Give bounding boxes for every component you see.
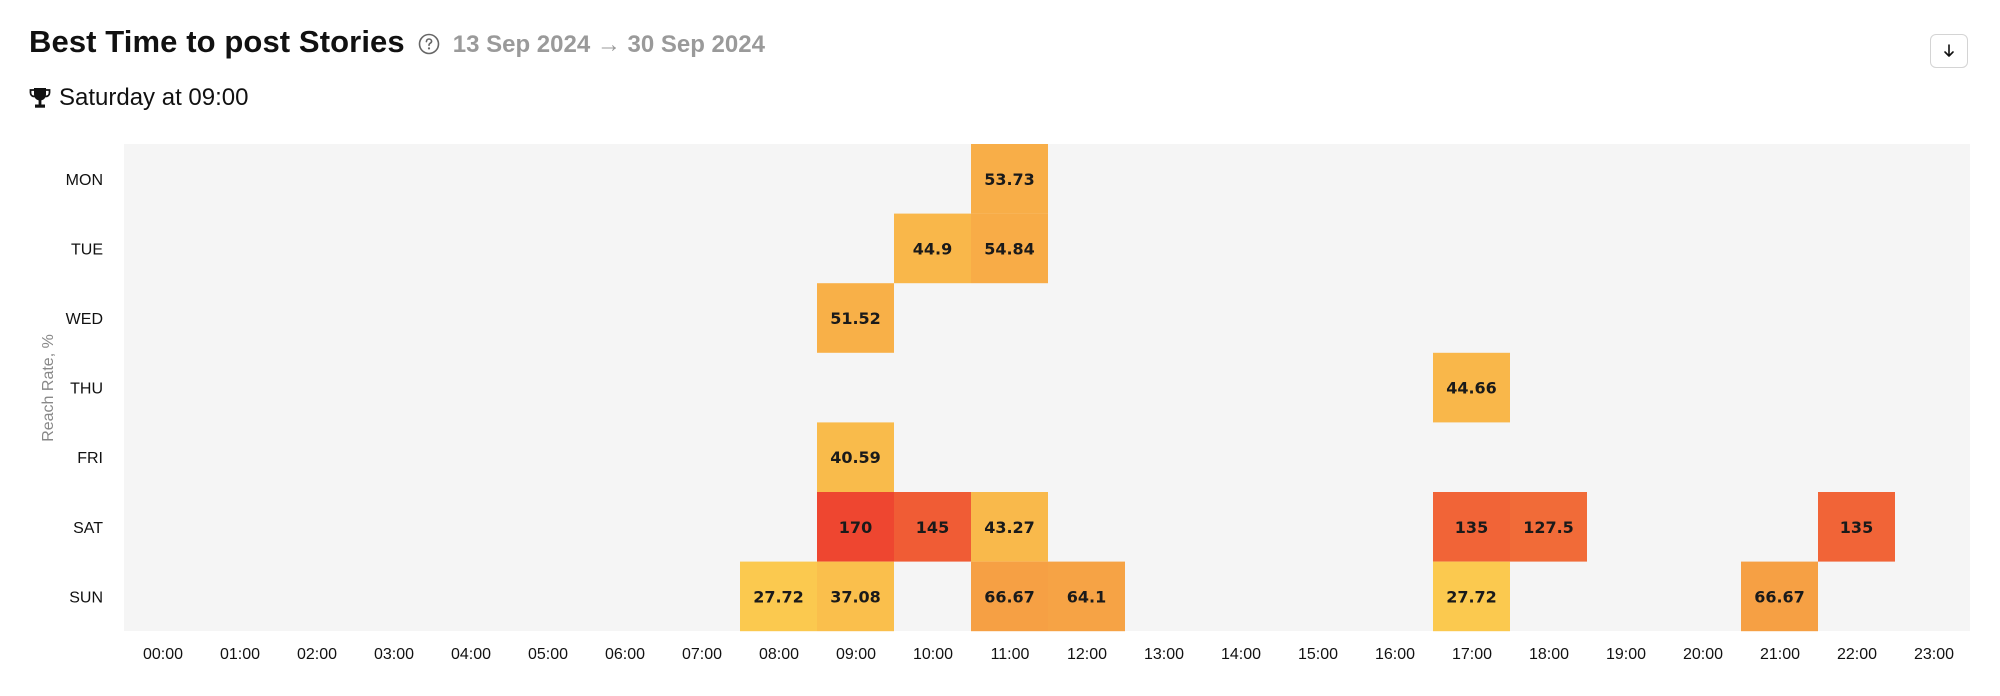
heatmap-cell-rect: [817, 561, 894, 632]
x-tick-label: 08:00: [759, 646, 799, 663]
y-tick-label: SUN: [69, 589, 103, 606]
x-tick-label: 14:00: [1221, 646, 1261, 663]
heatmap-cell-sat-1700[interactable]: 135: [1433, 492, 1510, 562]
heatmap-cell-rect: [1433, 492, 1510, 562]
x-tick-label: 09:00: [836, 646, 876, 663]
heatmap-cell-label: 170: [839, 518, 872, 537]
heatmap-cell-label: 145: [916, 518, 949, 537]
y-tick-label: FRI: [77, 450, 103, 467]
heatmap-cell-rect: [740, 561, 817, 632]
heatmap-cell-label: 37.08: [830, 587, 881, 606]
heatmap-cell-label: 51.52: [830, 309, 881, 328]
chart-title: Best Time to post Stories: [29, 24, 405, 59]
heatmap-cell-rect: [817, 422, 894, 492]
x-tick-label: 10:00: [913, 646, 953, 663]
arrow-down-icon: [1944, 44, 1954, 57]
heatmap-cell-label: 43.27: [984, 518, 1035, 537]
heatmap-cell-rect: [817, 492, 894, 562]
heatmap-cell-rect: [894, 492, 971, 562]
heatmap-cell-sat-1100[interactable]: 43.27: [971, 492, 1048, 562]
x-tick-label: 07:00: [682, 646, 722, 663]
heatmap-cell-sun-1700[interactable]: 27.72: [1433, 561, 1510, 632]
x-tick-label: 19:00: [1606, 646, 1646, 663]
heatmap-cell-rect: [971, 561, 1048, 632]
download-button[interactable]: [1930, 34, 1968, 68]
heatmap-cell-sun-1100[interactable]: 66.67: [971, 561, 1048, 632]
x-tick-label: 21:00: [1760, 646, 1800, 663]
x-tick-label: 22:00: [1837, 646, 1877, 663]
x-tick-label: 20:00: [1683, 646, 1723, 663]
heatmap-cell-label: 127.5: [1523, 518, 1574, 537]
date-range: 13 Sep 2024 → 30 Sep 2024: [452, 31, 765, 58]
x-tick-label: 06:00: [605, 646, 645, 663]
heatmap-cell-label: 27.72: [1446, 587, 1497, 606]
y-tick-label: MON: [66, 172, 103, 189]
heatmap-cell-fri-0900[interactable]: 40.59: [817, 422, 894, 492]
heatmap-cell-label: 66.67: [984, 587, 1035, 606]
heatmap-cell-tue-1100[interactable]: 54.84: [971, 213, 1048, 284]
heatmap-cell-label: 53.73: [984, 170, 1035, 189]
heatmap-cell-sun-1200[interactable]: 64.1: [1048, 561, 1125, 632]
x-tick-label: 16:00: [1375, 646, 1415, 663]
x-tick-label: 02:00: [297, 646, 337, 663]
heatmap-cell-mon-1100[interactable]: 53.73: [971, 144, 1048, 214]
heatmap-cell-rect: [971, 213, 1048, 284]
best-time-text: Saturday at 09:00: [59, 84, 249, 111]
heatmap-cell-wed-0900[interactable]: 51.52: [817, 283, 894, 353]
heatmap-cell-thu-1700[interactable]: 44.66: [1433, 352, 1510, 423]
heatmap-cell-sun-2100[interactable]: 66.67: [1741, 561, 1818, 632]
heatmap-cell-rect: [1048, 561, 1125, 632]
x-tick-label: 01:00: [220, 646, 260, 663]
heatmap-cell-rect: [1818, 492, 1895, 562]
heatmap-cell-rect: [1510, 492, 1587, 562]
heatmap-cell-label: 44.9: [913, 239, 952, 258]
heatmap-cell-sat-1800[interactable]: 127.5: [1510, 492, 1587, 562]
x-tick-label: 12:00: [1067, 646, 1107, 663]
x-tick-label: 05:00: [528, 646, 568, 663]
best-time: Saturday at 09:00: [29, 84, 248, 112]
y-axis-label: Reach Rate, %: [40, 334, 57, 442]
chart-header: Best Time to post Stories 13 Sep 2024 → …: [29, 24, 765, 60]
heatmap-cell-label: 27.72: [753, 587, 804, 606]
heatmap-cell-label: 135: [1840, 518, 1873, 537]
heatmap-cell-rect: [971, 492, 1048, 562]
heatmap-cell-rect: [1433, 561, 1510, 632]
x-tick-label: 17:00: [1452, 646, 1492, 663]
y-tick-label: THU: [70, 381, 103, 398]
x-tick-label: 13:00: [1144, 646, 1184, 663]
question-circle-icon[interactable]: [417, 32, 441, 56]
heatmap-cell-label: 40.59: [830, 448, 881, 467]
heatmap-cell-sun-0900[interactable]: 37.08: [817, 561, 894, 632]
heatmap-cell-label: 64.1: [1067, 587, 1106, 606]
x-tick-label: 11:00: [991, 646, 1030, 663]
x-tick-label: 00:00: [143, 646, 183, 663]
heatmap-cell-label: 66.67: [1754, 587, 1805, 606]
heatmap-cell-tue-1000[interactable]: 44.9: [894, 213, 971, 284]
heatmap-cell-label: 54.84: [984, 239, 1035, 258]
x-tick-label: 23:00: [1914, 646, 1954, 663]
trophy-icon: [29, 86, 51, 110]
heatmap-cell-rect: [1433, 352, 1510, 423]
heatmap-cell-rect: [894, 213, 971, 284]
y-tick-label: SAT: [73, 520, 103, 537]
heatmap-cell-sat-0900[interactable]: 170: [817, 492, 894, 562]
heatmap-cell-sun-0800[interactable]: 27.72: [740, 561, 817, 632]
heatmap-cell-sat-2200[interactable]: 135: [1818, 492, 1895, 562]
y-tick-label: TUE: [71, 241, 103, 258]
x-tick-label: 15:00: [1298, 646, 1338, 663]
heatmap-cell-rect: [817, 283, 894, 353]
y-tick-label: WED: [66, 311, 103, 328]
heatmap-cell-sat-1000[interactable]: 145: [894, 492, 971, 562]
x-tick-label: 03:00: [374, 646, 414, 663]
heatmap-cell-label: 44.66: [1446, 379, 1497, 398]
x-tick-label: 04:00: [451, 646, 491, 663]
x-tick-label: 18:00: [1529, 646, 1569, 663]
heatmap-cell-rect: [971, 144, 1048, 214]
heatmap-cell-rect: [1741, 561, 1818, 632]
heatmap-cell-label: 135: [1455, 518, 1488, 537]
